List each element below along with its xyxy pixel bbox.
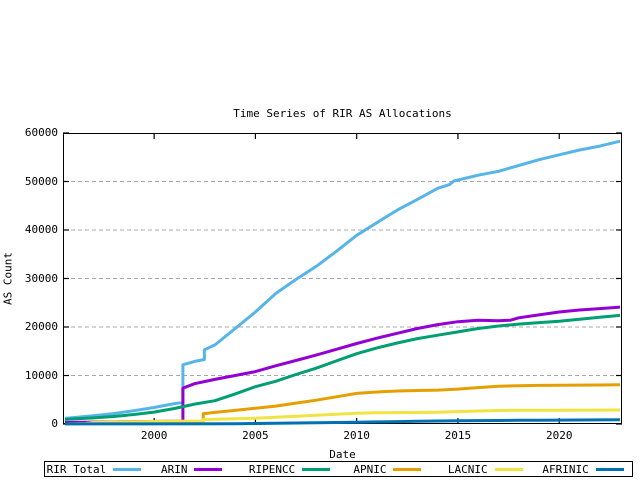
x-axis-label: Date bbox=[329, 448, 356, 461]
legend-label: RIR Total bbox=[46, 462, 107, 476]
legend: RIR Total ARIN RIPENCC APNIC LACNIC AFRINIC bbox=[44, 461, 633, 477]
legend-item-arin: ARIN bbox=[143, 463, 241, 476]
plot-border bbox=[63, 133, 622, 424]
series-line-rir-total bbox=[64, 139, 621, 420]
series-line-arin bbox=[64, 305, 621, 424]
chart-title: Time Series of RIR AS Allocations bbox=[233, 107, 452, 120]
y-tick-label: 40000 bbox=[24, 223, 58, 236]
y-tick-label: 0 bbox=[51, 417, 58, 430]
legend-line-swatch bbox=[494, 467, 523, 471]
legend-label: AFRINIC bbox=[542, 462, 589, 476]
legend-line-swatch bbox=[595, 467, 624, 471]
legend-label: LACNIC bbox=[447, 462, 488, 476]
y-tick-label: 20000 bbox=[24, 320, 58, 333]
y-tick-label: 30000 bbox=[24, 271, 58, 285]
y-tick-label: 10000 bbox=[24, 368, 58, 382]
legend-line-swatch bbox=[113, 467, 142, 471]
x-tick-label: 2015 bbox=[444, 429, 472, 442]
legend-item-lacnic: LACNIC bbox=[436, 463, 534, 476]
legend-label: RIPENCC bbox=[248, 462, 296, 476]
series-line-ripencc bbox=[64, 313, 621, 421]
x-tick-label: 2000 bbox=[140, 429, 168, 442]
x-tick-label: 2010 bbox=[343, 429, 370, 442]
series-line-afrinic bbox=[65, 418, 621, 426]
series-line-lacnic bbox=[64, 408, 621, 426]
legend-label: APNIC bbox=[353, 462, 387, 476]
legend-line-swatch bbox=[393, 467, 422, 471]
legend-line-swatch bbox=[194, 467, 223, 471]
legend-item-ripencc: RIPENCC bbox=[241, 463, 339, 476]
legend-item-apnic: APNIC bbox=[338, 463, 436, 476]
y-tick-label: 60000 bbox=[24, 126, 58, 139]
y-tick-label: 50000 bbox=[24, 174, 58, 188]
legend-line-swatch bbox=[302, 467, 331, 471]
series-line-apnic bbox=[201, 383, 621, 424]
legend-item-afrinic: AFRINIC bbox=[534, 463, 632, 476]
legend-item-rir-total: RIR Total bbox=[45, 463, 143, 476]
legend-label: ARIN bbox=[160, 462, 188, 476]
x-tick-label: 2005 bbox=[242, 429, 269, 442]
x-tick-label: 2020 bbox=[545, 429, 573, 442]
